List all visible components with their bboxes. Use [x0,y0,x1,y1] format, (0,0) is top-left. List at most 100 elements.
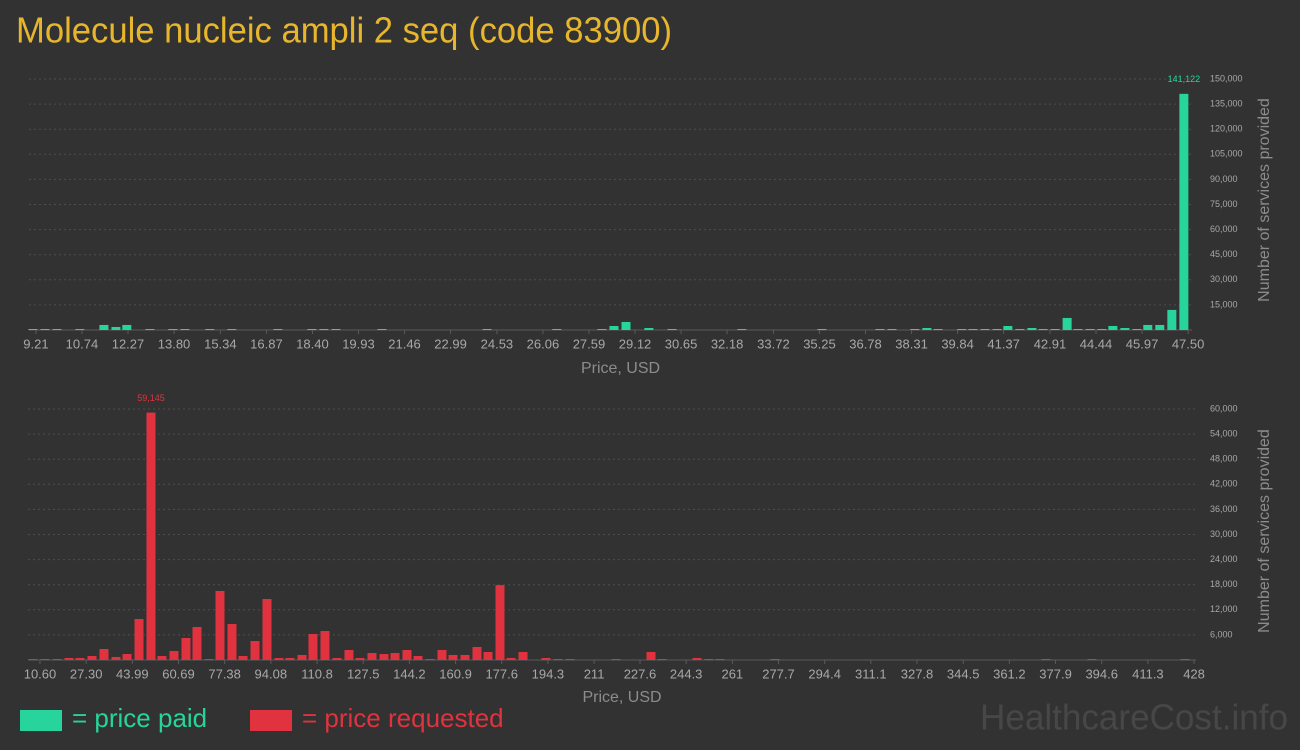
bar [957,328,967,330]
bar [980,328,990,330]
bar [992,328,1002,330]
x-tick-label: 160.9 [439,666,472,681]
x-tick-label: 244.3 [670,666,703,681]
y-tick-label: 135,000 [1210,98,1243,108]
bar [205,328,215,330]
bar [273,328,283,330]
bar [437,650,447,660]
bar [307,328,317,330]
y-axis-title: Number of services provided [1256,429,1273,633]
bar [99,648,109,660]
x-tick-label: 29.12 [619,336,652,351]
y-tick-label: 75,000 [1210,199,1238,209]
bar [644,327,654,330]
x-tick-label: 27.59 [573,336,606,351]
x-tick-label: 327.8 [901,666,934,681]
x-tick-label: 194.3 [532,666,565,681]
bar [1179,93,1189,330]
bar [1038,328,1048,330]
y-tick-label: 60,000 [1210,224,1238,234]
y-tick-label: 150,000 [1210,73,1243,83]
bar [331,328,341,330]
bar [146,412,156,660]
x-tick-label: 377.9 [1039,666,1072,681]
bar [1155,324,1165,330]
bar [367,653,377,660]
bar [75,328,85,330]
y-axis-title: Number of services provided [1256,98,1273,302]
bar [204,658,214,660]
x-tick-label: 12.27 [112,336,145,351]
bar [875,328,885,330]
bar [1050,328,1060,330]
x-tick-label: 394.6 [1085,666,1118,681]
watermark: HealthcareCost.info [980,697,1288,738]
x-tick-label: 428 [1183,666,1205,681]
bar [28,658,38,660]
bar [75,657,85,660]
bar [1027,327,1037,330]
bar [611,658,621,660]
bar [238,655,248,660]
x-tick-label: 43.99 [116,666,149,681]
x-tick-label: 42.91 [1034,336,1067,351]
bar [192,626,202,660]
x-tick-label: 344.5 [947,666,980,681]
bar [495,585,505,660]
bar [320,631,330,660]
legend-label: = price paid [72,703,207,733]
x-tick-label: 22.99 [434,336,467,351]
bar [111,326,121,330]
x-tick-label: 27.30 [70,666,103,681]
bar [157,655,167,660]
y-tick-label: 48,000 [1210,454,1238,464]
bar [122,324,132,330]
bar [319,328,329,330]
x-tick-label: 30.65 [665,336,698,351]
x-tick-label: 38.31 [895,336,928,351]
bar [274,657,284,660]
bar [1085,328,1095,330]
legend-swatch [250,710,292,731]
x-tick-label: 41.37 [987,336,1020,351]
x-tick-label: 19.93 [342,336,375,351]
x-tick-label: 21.46 [388,336,421,351]
y-tick-label: 120,000 [1210,124,1243,134]
bar [922,327,932,330]
x-tick-label: 33.72 [757,336,790,351]
bar [552,328,562,330]
bar [169,651,179,660]
x-tick-label: 294.4 [808,666,841,681]
bar [215,590,225,660]
bar [1180,658,1190,660]
bar [87,655,97,660]
bar [52,328,62,330]
bar [1003,325,1013,330]
bar [332,657,342,660]
x-tick-label: 261 [721,666,743,681]
bar [40,658,50,660]
x-tick-label: 227.6 [624,666,657,681]
y-tick-label: 6,000 [1210,629,1233,639]
bar [134,619,144,660]
bar [99,324,109,330]
x-axis-title: Price, USD [582,689,661,706]
x-tick-label: 16.87 [250,336,283,351]
data-label: 59,145 [137,393,165,403]
bar [460,654,470,660]
bar [715,658,725,660]
bar [448,654,458,660]
x-tick-label: 9.21 [23,336,48,351]
bar [609,325,619,330]
bar [40,328,50,330]
bar [1097,328,1107,330]
bar [737,328,747,330]
bar [402,650,412,660]
bar [817,328,827,330]
y-tick-label: 60,000 [1210,403,1238,413]
bar [1087,658,1097,660]
bar [297,654,307,660]
bar [1073,328,1083,330]
bar [657,658,667,660]
bar [933,328,943,330]
